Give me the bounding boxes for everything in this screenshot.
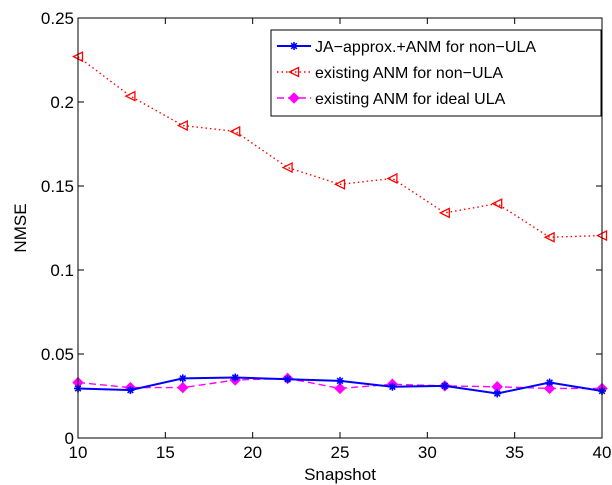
y-tick-label: 0.1 <box>50 261 74 280</box>
data-point-0 <box>178 374 187 383</box>
data-point-1 <box>386 172 398 184</box>
x-tick-label: 40 <box>593 443 612 462</box>
data-point-1 <box>229 125 241 137</box>
x-tick-label: 35 <box>505 443 524 462</box>
data-point-2 <box>177 381 189 394</box>
tick-labels-layer: 10 15 20 25 30 35 40 0 0.05 0.1 0.15 0.2 0.25 <box>41 9 612 462</box>
data-point-1 <box>176 119 188 132</box>
x-tick-label: 15 <box>156 443 175 462</box>
x-tick-label: 20 <box>243 443 262 462</box>
data-point-1 <box>124 90 136 102</box>
legend: JA−approx.+ANM for non−ULA existing ANM f… <box>270 29 602 117</box>
y-tick-label: 0.2 <box>50 93 74 112</box>
legend-entries: JA−approx.+ANM for non−ULA existing ANM f… <box>277 39 536 108</box>
y-tick-label: 0 <box>65 429 74 448</box>
series-layer <box>72 51 608 398</box>
x-axis-label: Snapshot <box>304 465 376 484</box>
legend-label-0: JA−approx.+ANM for non−ULA <box>315 39 536 56</box>
data-point-0 <box>545 378 554 387</box>
legend-marker-0 <box>290 42 298 50</box>
legend-marker-1 <box>288 66 300 78</box>
y-tick-label: 0.05 <box>41 345 74 364</box>
data-point-1 <box>281 161 293 174</box>
legend-label-2: existing ANM for ideal ULA <box>315 91 506 108</box>
data-point-1 <box>491 198 503 210</box>
data-point-0 <box>388 382 397 391</box>
series-line-1 <box>77 56 603 238</box>
ticks-layer <box>77 17 603 439</box>
y-axis-label: NMSE <box>11 203 30 252</box>
data-point-1 <box>334 178 346 190</box>
data-point-2 <box>543 382 556 395</box>
data-point-0 <box>231 373 240 382</box>
y-tick-label: 0.25 <box>41 9 74 28</box>
data-point-2 <box>334 382 346 395</box>
data-point-0 <box>126 386 135 395</box>
legend-box <box>270 29 602 117</box>
x-tick-label: 25 <box>331 443 350 462</box>
data-point-1 <box>543 231 555 243</box>
y-tick-label: 0.15 <box>41 177 74 196</box>
data-point-1 <box>438 207 450 219</box>
data-point-0 <box>440 381 449 390</box>
x-tick-label: 10 <box>69 443 88 462</box>
data-point-0 <box>493 389 502 398</box>
legend-label-1: existing ANM for non−ULA <box>315 65 503 82</box>
data-point-0 <box>336 376 344 385</box>
legend-marker-2 <box>288 92 300 104</box>
x-tick-label: 30 <box>418 443 437 462</box>
data-point-0 <box>283 375 292 384</box>
